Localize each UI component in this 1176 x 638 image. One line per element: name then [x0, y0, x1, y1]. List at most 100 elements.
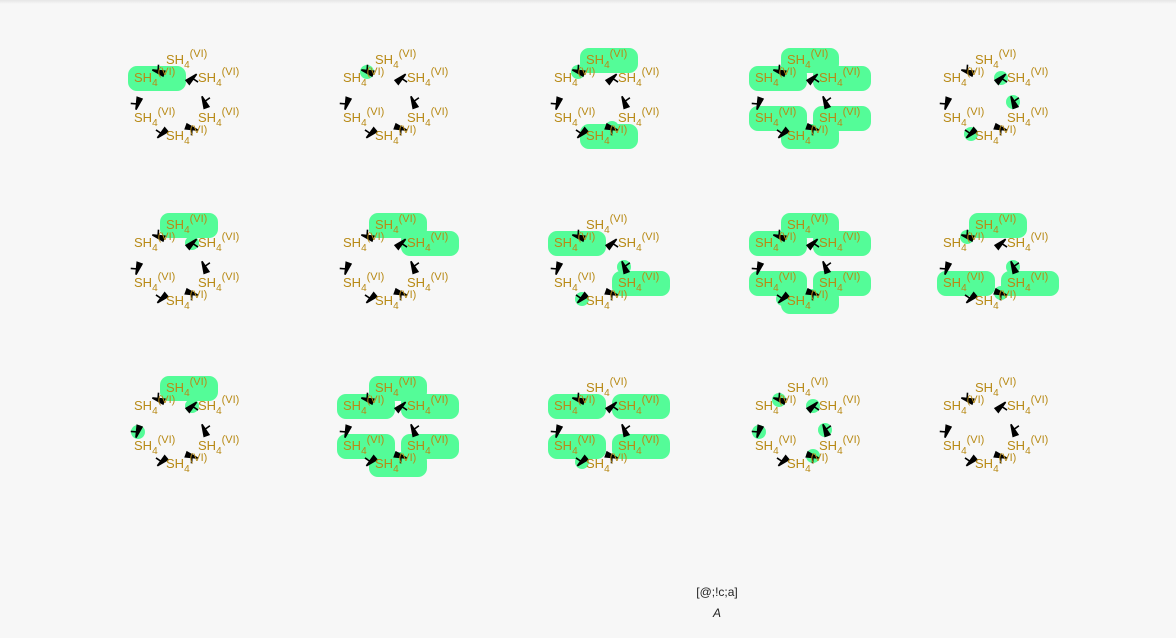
stereo-bond [805, 238, 820, 251]
atom-label: SH4(VI) [554, 434, 595, 457]
stereo-bond [993, 122, 1008, 136]
stereo-bond [604, 401, 619, 414]
stereo-bond [364, 454, 379, 467]
atom-label: SH4(VI) [787, 289, 828, 312]
atom-label: SH4(VI) [975, 289, 1016, 312]
atom-highlight [813, 66, 871, 91]
stereo-bond [751, 96, 765, 111]
atom-label: SH4(VI) [618, 271, 659, 294]
atom-label: SH4(VI) [198, 106, 239, 129]
stereo-bond [155, 291, 170, 304]
atom-label: SH4(VI) [618, 66, 659, 89]
atom-label: SH4(VI) [407, 106, 448, 129]
atom-label: SH4(VI) [166, 452, 207, 475]
stereo-bond [751, 261, 765, 276]
atom-label: SH4(VI) [943, 434, 984, 457]
atom-label: SH4(VI) [618, 106, 659, 129]
atom-highlight [548, 394, 606, 419]
stereo-bond [571, 229, 586, 243]
atom-label: SH4(VI) [166, 289, 207, 312]
atom-label: SH4(VI) [1007, 434, 1048, 457]
stereo-bond [550, 96, 564, 111]
stereo-bond [184, 73, 199, 86]
atom-label: SH4(VI) [787, 213, 828, 236]
stereo-bond [805, 122, 820, 136]
atom-label: SH4(VI) [166, 213, 207, 236]
atom-highlight [128, 66, 186, 91]
molecule-10: SH4(VI)SH4(VI)SH4(VI)SH4(VI)SH4(VI)SH4(V… [937, 213, 1059, 312]
stereo-bond [184, 450, 199, 464]
stereo-bond [604, 450, 619, 464]
atom-label: SH4(VI) [755, 106, 796, 129]
stereo-bond [130, 96, 144, 111]
atom-label: SH4(VI) [586, 376, 627, 399]
atom-label: SH4(VI) [819, 434, 860, 457]
atom-label: SH4(VI) [407, 394, 448, 417]
atom-label: SH4(VI) [618, 394, 659, 417]
stereo-bond [410, 260, 420, 275]
molecule-grid: SH4(VI)SH4(VI)SH4(VI)SH4(VI)SH4(VI)SH4(V… [128, 48, 1059, 477]
atom-label: SH4(VI) [975, 376, 1016, 399]
atom-highlight [937, 271, 995, 296]
atom-label: SH4(VI) [755, 231, 796, 254]
stereo-bond [822, 95, 832, 110]
stereo-bond [575, 454, 590, 467]
atom-highlight [401, 394, 459, 419]
molecule-15: SH4(VI)SH4(VI)SH4(VI)SH4(VI)SH4(VI)SH4(V… [939, 376, 1048, 475]
stereo-bond [393, 450, 408, 464]
molecule-2: SH4(VI)SH4(VI)SH4(VI)SH4(VI)SH4(VI)SH4(V… [339, 48, 448, 147]
atom-label: SH4(VI) [407, 231, 448, 254]
atom-label: SH4(VI) [586, 124, 627, 147]
atom-label: SH4(VI) [975, 213, 1016, 236]
stereo-bond [993, 401, 1008, 414]
stereo-bond [993, 73, 1008, 86]
stereo-bond [393, 73, 408, 86]
atom-label: SH4(VI) [198, 394, 239, 417]
molecule-5: SH4(VI)SH4(VI)SH4(VI)SH4(VI)SH4(VI)SH4(V… [939, 48, 1048, 147]
atom-label: SH4(VI) [554, 271, 595, 294]
stereo-bond [960, 392, 975, 406]
stereo-bond [772, 392, 787, 406]
stereo-bond [939, 96, 953, 111]
stereo-bond [184, 238, 199, 251]
atom-label: SH4(VI) [375, 376, 416, 399]
stereo-bond [993, 238, 1008, 251]
atom-label: SH4(VI) [134, 231, 175, 254]
stereo-bond [621, 95, 631, 110]
atom-label: SH4(VI) [375, 124, 416, 147]
atom-label: SH4(VI) [755, 66, 796, 89]
stereo-bond [155, 126, 170, 139]
stereo-bond [776, 126, 791, 139]
atom-label: SH4(VI) [586, 452, 627, 475]
molecule-6: SH4(VI)SH4(VI)SH4(VI)SH4(VI)SH4(VI)SH4(V… [130, 213, 239, 312]
atom-label: SH4(VI) [975, 48, 1016, 71]
stereo-bond [393, 401, 408, 414]
atom-label: SH4(VI) [1007, 394, 1048, 417]
atom-label: SH4(VI) [343, 394, 384, 417]
atom-label: SH4(VI) [586, 48, 627, 71]
atom-label: SH4(VI) [1007, 271, 1048, 294]
atom-label: SH4(VI) [755, 434, 796, 457]
atom-label: SH4(VI) [1007, 106, 1048, 129]
stereo-bond [805, 401, 820, 414]
atom-label: SH4(VI) [343, 106, 384, 129]
stereo-bond [960, 229, 975, 243]
molecule-4: SH4(VI)SH4(VI)SH4(VI)SH4(VI)SH4(VI)SH4(V… [749, 48, 871, 149]
stereo-bond [805, 287, 820, 301]
molecule-7: SH4(VI)SH4(VI)SH4(VI)SH4(VI)SH4(VI)SH4(V… [339, 213, 459, 312]
stereo-bond [410, 423, 420, 438]
atom-highlight [160, 213, 218, 238]
stereo-bond [151, 229, 166, 243]
atom-label: SH4(VI) [787, 124, 828, 147]
molecule-1: SH4(VI)SH4(VI)SH4(VI)SH4(VI)SH4(VI)SH4(V… [128, 48, 239, 147]
atom-label: SH4(VI) [375, 452, 416, 475]
atom-highlight [749, 66, 807, 91]
molecule-3: SH4(VI)SH4(VI)SH4(VI)SH4(VI)SH4(VI)SH4(V… [550, 48, 659, 149]
atom-label: SH4(VI) [943, 66, 984, 89]
stereo-bond [772, 229, 787, 243]
atom-highlight [548, 231, 606, 256]
stereo-bond [393, 122, 408, 136]
atom-label: SH4(VI) [554, 106, 595, 129]
atom-label: SH4(VI) [343, 434, 384, 457]
atom-highlight [580, 48, 638, 73]
